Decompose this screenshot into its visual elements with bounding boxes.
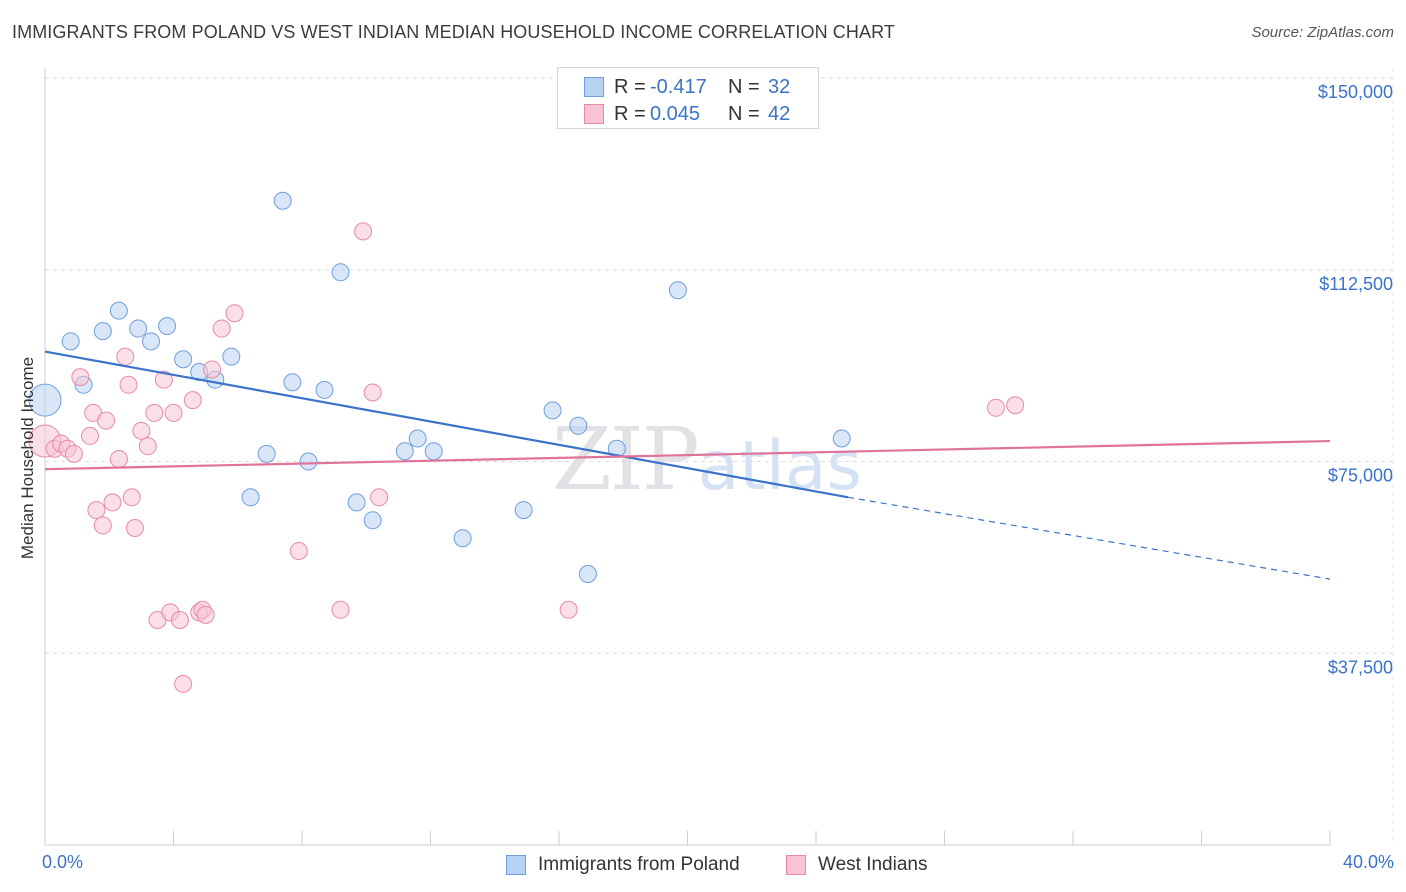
x-tick-label-max: 40.0%	[1342, 852, 1394, 872]
y-axis-label: Median Household Income	[18, 356, 37, 560]
legend-swatch-west-indians	[584, 104, 604, 124]
legend-swatch-west-indians	[786, 855, 806, 875]
legend-row-west-indians: R = 0.045 N = 42	[584, 100, 790, 128]
west-indian-point	[103, 493, 122, 512]
west-indian-trend-line	[44, 439, 1331, 471]
west-indian-point	[125, 518, 144, 537]
poland-point	[395, 442, 414, 461]
west-indian-point	[93, 516, 112, 535]
r-value: 0.045	[650, 102, 701, 125]
west-indian-point	[183, 391, 202, 410]
poland-point	[93, 322, 112, 341]
legend-swatch-poland	[584, 77, 604, 97]
poland-point	[61, 332, 80, 351]
legend-label-west-indians: West Indians	[818, 854, 928, 875]
poland-trend-line	[44, 350, 849, 499]
west-indian-point	[80, 426, 99, 445]
n-value: 32	[768, 75, 791, 98]
west-indian-point	[225, 304, 244, 323]
west-indian-point	[986, 398, 1005, 417]
r-label: R =	[614, 75, 646, 98]
west-indian-point	[363, 383, 382, 402]
poland-point	[331, 263, 350, 282]
west-indian-point	[119, 375, 138, 394]
west-indian-point	[64, 444, 83, 463]
n-label: N =	[728, 75, 760, 98]
poland-point	[453, 529, 472, 548]
west-indian-point	[109, 449, 128, 468]
y-tick-label: $37,500	[1328, 657, 1393, 677]
x-tick-label-min: 0.0%	[42, 852, 84, 872]
west-indian-point	[71, 368, 90, 387]
west-indian-point	[354, 222, 373, 241]
west-indian-point	[116, 347, 135, 366]
poland-point	[347, 493, 366, 512]
poland-point	[668, 281, 687, 300]
west-indian-point	[138, 437, 157, 456]
poland-point	[363, 511, 382, 530]
west-indian-point	[1006, 396, 1025, 415]
poland-point	[273, 191, 292, 210]
poland-point	[257, 444, 276, 463]
poland-point	[832, 429, 851, 448]
west-indian-point	[289, 541, 308, 560]
poland-point	[543, 401, 562, 420]
poland-trend-extension	[848, 496, 1331, 580]
poland-point	[424, 442, 443, 461]
poland-point	[129, 319, 148, 338]
n-value: 42	[768, 102, 791, 125]
west-indian-point	[164, 403, 183, 422]
poland-point	[142, 332, 161, 351]
west-indian-point	[196, 605, 215, 624]
poland-point	[569, 416, 588, 435]
poland-point	[28, 383, 62, 417]
correlation-legend: R = -0.417 N = 32 R = 0.045 N = 42	[557, 67, 819, 129]
poland-point	[315, 380, 334, 399]
west-indian-point	[154, 370, 173, 389]
n-label: N =	[728, 102, 760, 125]
source-label: Source: ZipAtlas.com	[1251, 24, 1394, 41]
west-indian-point	[87, 501, 106, 520]
poland-point	[222, 347, 241, 366]
y-tick-label: $112,500	[1319, 274, 1393, 294]
west-indian-point	[132, 421, 151, 440]
west-indian-point	[559, 600, 578, 619]
poland-point	[514, 501, 533, 520]
poland-point	[408, 429, 427, 448]
legend-label-poland: Immigrants from Poland	[538, 854, 740, 875]
legend-item-poland[interactable]: Immigrants from Poland	[506, 851, 740, 879]
west-indian-point	[122, 488, 141, 507]
west-indian-point	[370, 488, 389, 507]
poland-point	[578, 564, 597, 583]
y-tick-label: $150,000	[1318, 82, 1393, 102]
poland-point	[241, 488, 260, 507]
west-indian-point	[203, 360, 222, 379]
poland-point	[158, 316, 177, 335]
poland-point	[299, 452, 318, 471]
r-value: -0.417	[650, 75, 707, 98]
west-indian-point	[212, 319, 231, 338]
legend-swatch-poland	[506, 855, 526, 875]
west-indian-point	[174, 674, 193, 693]
r-label: R =	[614, 102, 646, 125]
poland-point	[109, 301, 128, 320]
legend-row-poland: R = -0.417 N = 32	[584, 73, 790, 101]
west-indian-point	[97, 411, 116, 430]
legend-item-west-indians[interactable]: West Indians	[786, 851, 927, 879]
chart-title: IMMIGRANTS FROM POLAND VS WEST INDIAN ME…	[12, 22, 895, 42]
west-indian-point	[145, 403, 164, 422]
poland-point	[174, 350, 193, 369]
y-tick-label: $75,000	[1328, 466, 1393, 486]
west-indian-point	[331, 600, 350, 619]
west-indian-point	[170, 611, 189, 630]
poland-point	[283, 373, 302, 392]
series-legend: Immigrants from Poland West Indians	[0, 851, 1406, 879]
